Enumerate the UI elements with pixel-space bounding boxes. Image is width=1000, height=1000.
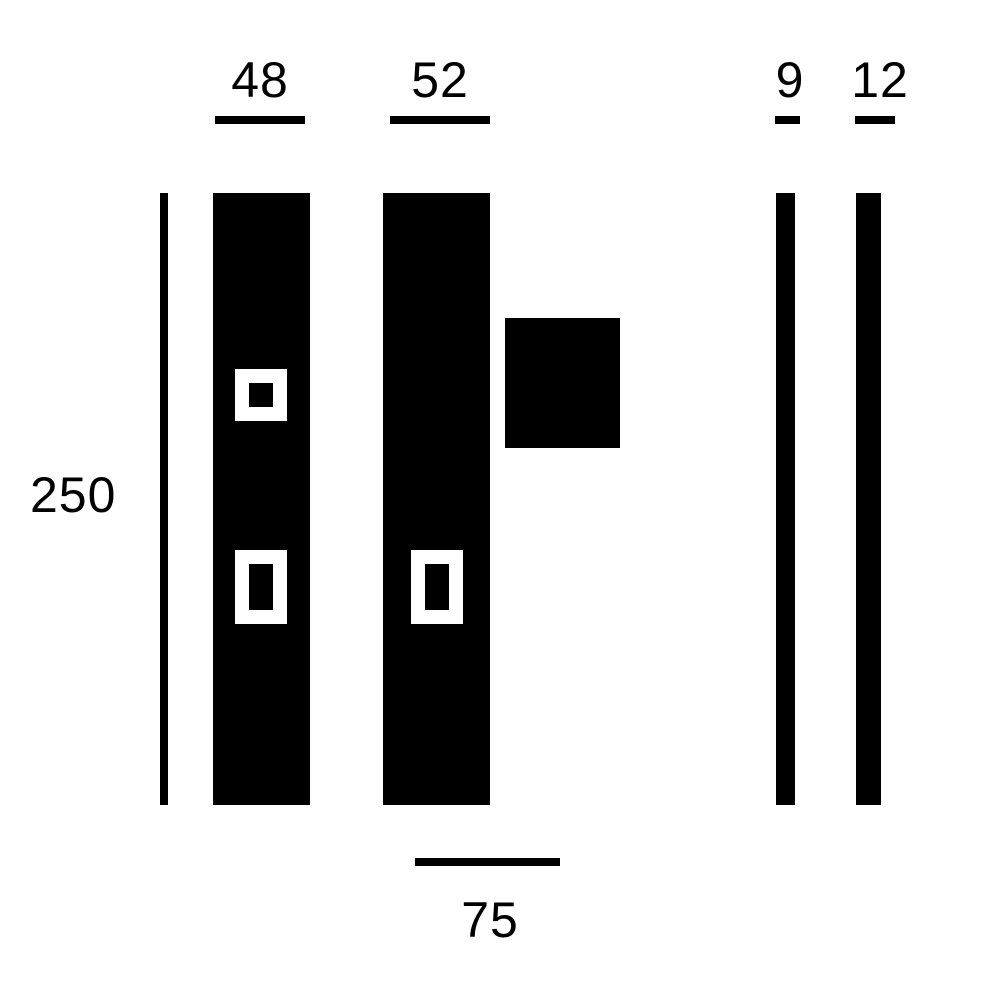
- label-250: 250: [30, 466, 116, 524]
- label-9: 9: [776, 51, 805, 109]
- label-52: 52: [411, 51, 469, 109]
- label-48: 48: [231, 51, 289, 109]
- technical-drawing: 250 48 52 9 12 75: [0, 0, 1000, 1000]
- label-12: 12: [851, 51, 909, 109]
- label-75: 75: [461, 891, 519, 949]
- drawing-svg: [0, 0, 1000, 1000]
